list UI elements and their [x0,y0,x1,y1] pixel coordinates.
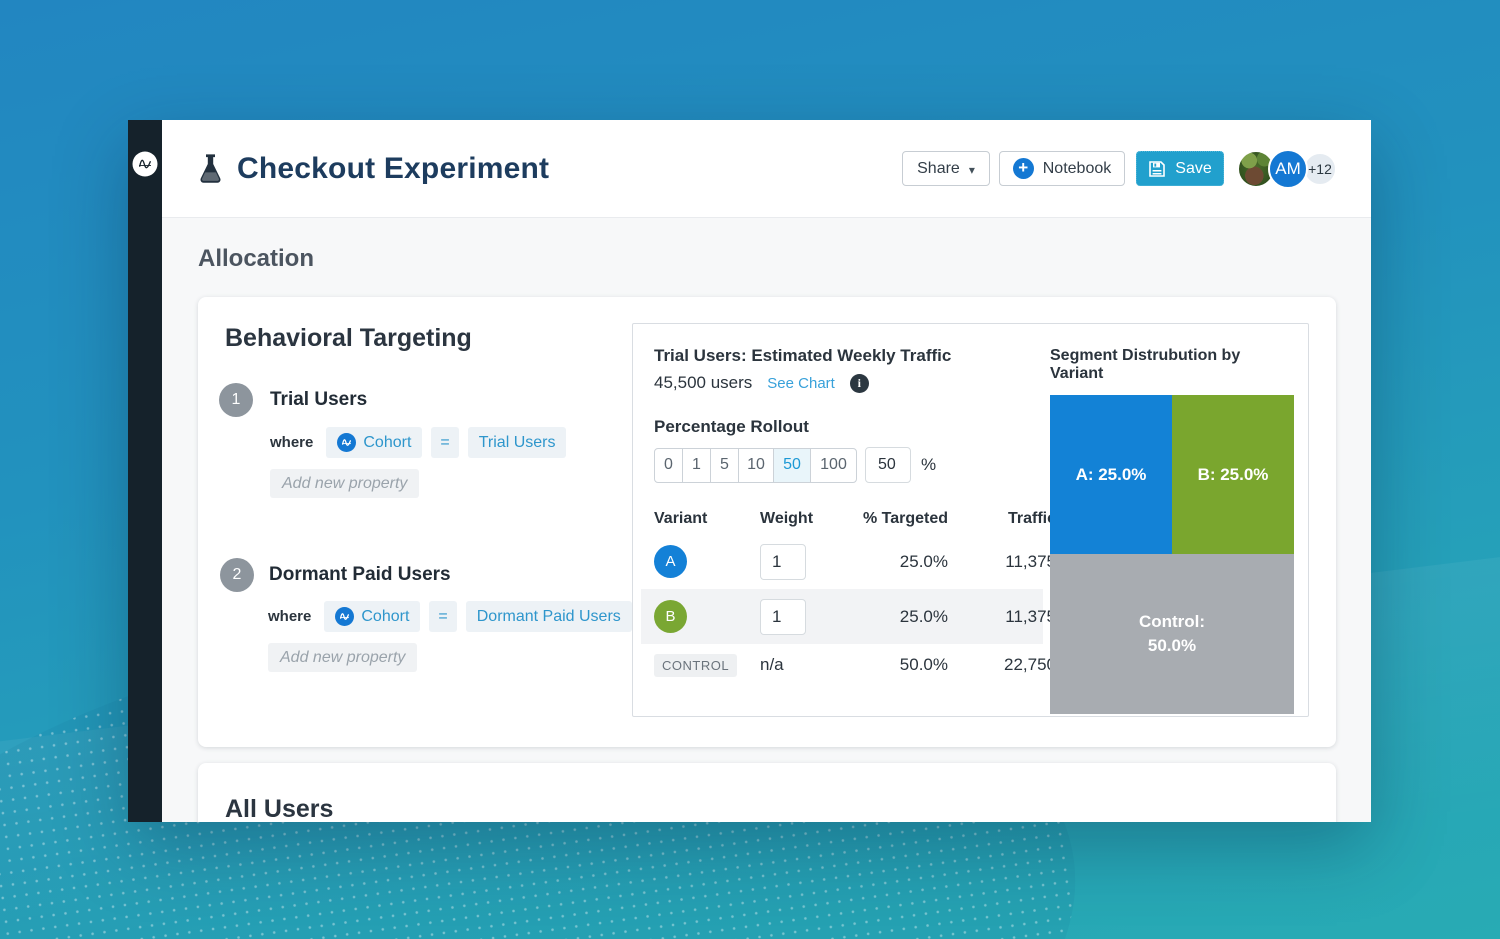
operator-chip[interactable]: = [429,601,457,632]
segment-a-label: A: 25.0% [1075,464,1147,484]
rollout-option-10[interactable]: 10 [738,447,774,483]
property-chip-label: Cohort [361,607,410,625]
variant-b-badge: B [654,600,687,633]
targeted-value: 25.0% [899,606,948,626]
value-chip[interactable]: Dormant Paid Users [465,601,632,632]
table-row-control: CONTROL n/a 50.0% 22,750 [641,644,1056,686]
cohort-icon [337,433,357,452]
percent-sign-label: % [921,455,937,474]
variant-a-badge: A [654,545,687,578]
all-users-card: All Users [198,763,1336,822]
traffic-estimate-panel: Trial Users: Estimated Weekly Traffic 45… [632,323,1309,717]
value-chip[interactable]: Trial Users [467,427,567,458]
amplitude-logo-icon[interactable] [132,151,158,177]
table-row-variant-b: B 25.0% 11,375 [641,589,1056,644]
rollout-percent-input[interactable] [865,447,911,483]
share-button[interactable]: Share ▾ [902,151,990,186]
see-chart-link[interactable]: See Chart [767,374,835,392]
add-property-button[interactable]: Add new property [270,469,420,498]
notebook-button-label: Notebook [1042,159,1112,177]
cohort-icon [335,607,355,626]
rollout-option-100[interactable]: 100 [810,447,857,483]
avatar-overflow-count[interactable]: +12 [1303,151,1337,186]
logo-wave-glyph [139,159,151,169]
allocation-section: Allocation Behavioral Targeting 1 Trial … [162,218,1371,822]
collaborator-avatars: AM +12 [1237,148,1337,189]
save-button[interactable]: Save [1136,151,1224,186]
card-title: All Users [225,795,334,822]
app-window: Checkout Experiment Share ▾ + Notebook [128,120,1371,822]
save-button-label: Save [1175,159,1212,177]
variants-table: Variant Weight % Targeted Traffic A 25.0… [641,504,1056,686]
save-floppy-icon [1149,160,1166,177]
chart-segment-control: Control: 50.0% [1050,554,1294,714]
avatar-initials[interactable]: AM [1268,148,1308,189]
experiment-header: Checkout Experiment Share ▾ + Notebook [162,120,1371,218]
weight-input-b[interactable] [760,598,806,635]
plus-circle-icon: + [1012,158,1034,179]
table-row-variant-a: A 25.0% 11,375 [641,534,1056,589]
group-number-badge: 1 [219,383,253,417]
col-header-weight: Weight [760,510,814,527]
group-name: Trial Users [270,389,368,410]
property-chip-cohort[interactable]: Cohort [324,601,421,632]
weight-na: n/a [760,655,784,674]
rollout-option-1[interactable]: 1 [682,447,711,483]
rollout-label: Percentage Rollout [654,417,809,436]
control-badge: CONTROL [654,653,738,677]
chart-segment-b: B: 25.0% [1172,395,1294,554]
chevron-down-icon: ▾ [968,162,975,177]
operator-chip[interactable]: = [431,427,459,458]
property-chip-label: Cohort [363,433,412,451]
where-label: where [270,434,314,451]
traffic-value: 11,375 [1005,606,1056,626]
col-header-variant: Variant [654,510,708,527]
table-header-row: Variant Weight % Targeted Traffic [641,504,1056,534]
card-title: Behavioral Targeting [225,324,472,352]
notebook-button[interactable]: + Notebook [999,151,1125,186]
targeted-value: 50.0% [899,655,948,674]
page-title: Checkout Experiment [237,151,550,185]
rollout-option-50-selected[interactable]: 50 [773,447,811,483]
share-button-label: Share [917,159,960,177]
where-label: where [268,608,312,625]
info-icon[interactable]: i [849,373,869,393]
flask-icon [200,153,221,183]
group-number-badge: 2 [220,558,254,592]
chart-title: Segment Distrubution by Variant [1050,347,1241,382]
app-sidebar [128,120,162,822]
add-property-button[interactable]: Add new property [268,643,418,672]
where-clause: where Cohort = Dormant Paid Users [268,601,632,632]
targeted-value: 25.0% [899,551,948,571]
distribution-blocks: A: 25.0% B: 25.0% Control: 50.0% [1050,395,1294,714]
segment-distribution-chart: Segment Distrubution by Variant A: 25.0%… [1050,346,1294,716]
col-header-targeted: % Targeted [862,510,948,527]
traffic-value: 11,375 [1005,551,1056,571]
rollout-option-5[interactable]: 5 [710,447,739,483]
section-title: Allocation [198,245,315,272]
segment-control-label-line1: Control: [1138,612,1206,631]
behavioral-targeting-card: Behavioral Targeting 1 Trial Users where… [198,297,1336,747]
main-panel: Checkout Experiment Share ▾ + Notebook [162,120,1371,822]
segment-control-label-line2: 50.0% [1147,636,1197,655]
traffic-value: 22,750 [1004,655,1056,674]
weight-input-a[interactable] [760,543,806,580]
col-header-traffic: Traffic [1007,510,1056,527]
property-chip-cohort[interactable]: Cohort [326,427,423,458]
chart-segment-a: A: 25.0% [1050,395,1172,554]
rollout-segmented-control: 0 1 5 10 50 100 % [654,447,1050,483]
weekly-users-count: 45,500 users [654,373,753,392]
where-clause: where Cohort = Trial Users [270,427,567,458]
group-name: Dormant Paid Users [269,564,451,585]
segment-b-label: B: 25.0% [1197,464,1269,484]
rollout-option-0[interactable]: 0 [654,447,683,483]
traffic-panel-title: Trial Users: Estimated Weekly Traffic [654,346,952,365]
